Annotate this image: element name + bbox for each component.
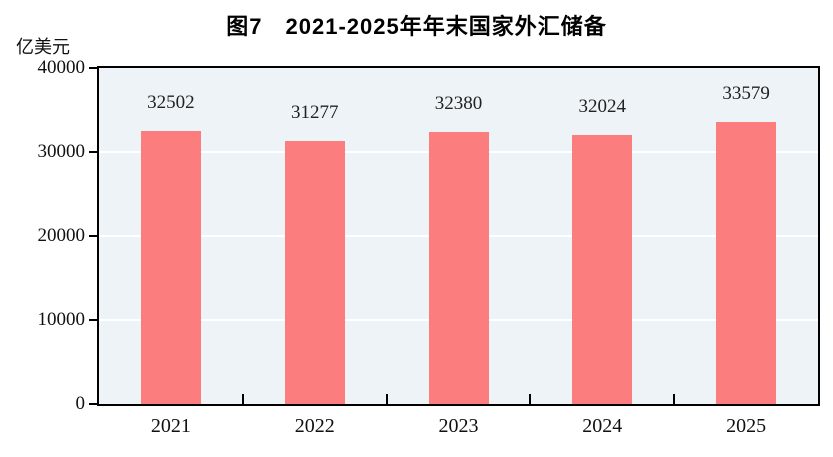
plot-area <box>97 66 820 406</box>
y-tick-mark <box>89 403 97 405</box>
bar <box>572 135 633 404</box>
y-axis-unit-label: 亿美元 <box>16 37 70 57</box>
x-tick-mark <box>385 394 388 404</box>
bar-value-label: 32380 <box>434 93 483 114</box>
bar-value-label: 32502 <box>147 91 195 113</box>
y-tick-label: 40000 <box>37 57 86 78</box>
bar <box>140 130 201 404</box>
y-tick-label: 0 <box>75 393 86 414</box>
bar <box>428 132 489 404</box>
x-tick-mark <box>673 394 676 404</box>
chart-title: 图7 2021-2025年年末国家外汇储备 <box>226 14 607 39</box>
x-category-label: 2021 <box>150 415 191 437</box>
y-tick-mark <box>89 319 97 321</box>
y-tick-mark <box>89 151 97 153</box>
bar <box>284 141 345 404</box>
y-tick-label: 20000 <box>37 225 86 246</box>
bar-value-label: 32024 <box>578 95 627 117</box>
x-tick-mark <box>529 394 532 404</box>
x-category-label: 2024 <box>582 415 623 437</box>
y-tick-mark <box>89 235 97 237</box>
x-category-label: 2022 <box>294 415 335 437</box>
x-category-label: 2023 <box>438 415 479 437</box>
x-tick-mark <box>241 394 244 404</box>
bar-value-label: 33579 <box>722 82 770 104</box>
y-tick-label: 30000 <box>37 141 86 162</box>
y-tick-mark <box>89 67 97 69</box>
y-tick-label: 10000 <box>37 309 86 330</box>
x-category-label: 2025 <box>726 415 767 437</box>
bar <box>716 121 777 404</box>
bar-value-label: 31277 <box>290 102 339 124</box>
